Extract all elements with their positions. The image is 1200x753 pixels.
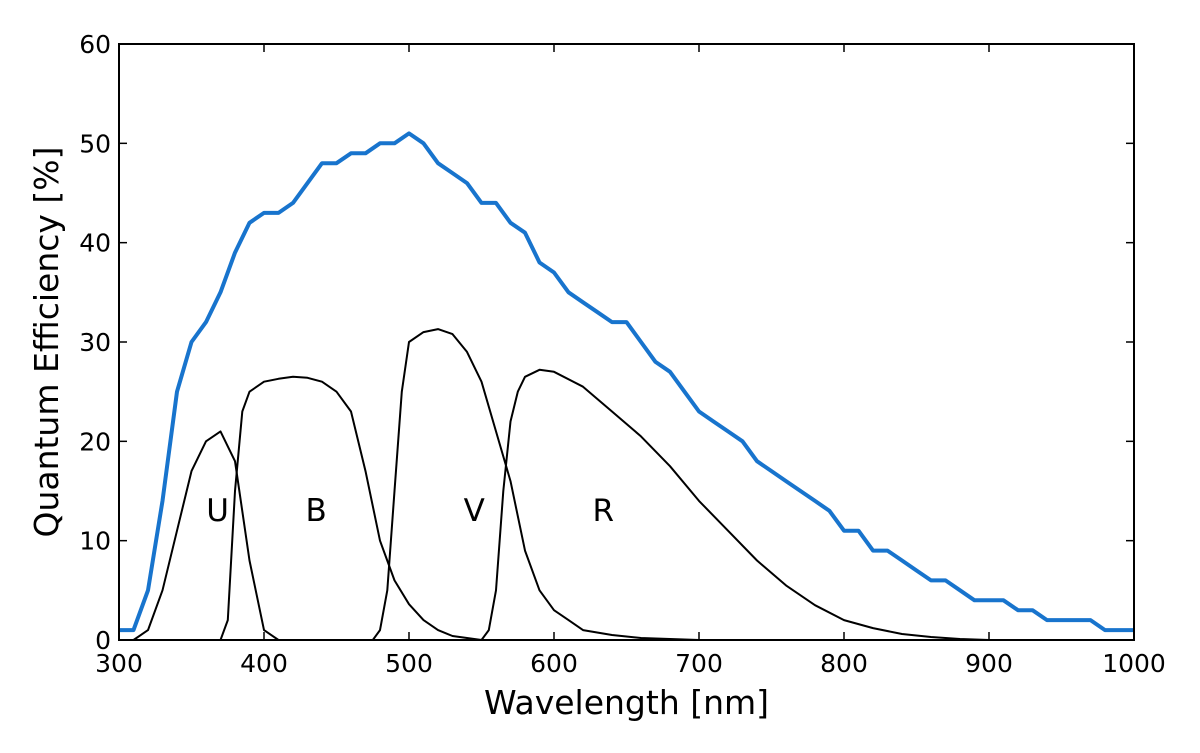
y-axis-label: Quantum Efficiency [%] [27,146,66,537]
qe-curve [119,131,1134,633]
x-tick-label: 900 [965,649,1013,678]
band-label-v: V [464,493,485,529]
band-label-r: R [593,493,615,529]
filter-curve-3 [480,368,990,641]
ticks-layer: 300 400 500 600 700 800 900 1000 0 10 20 30 40 50 60 [79,30,1166,678]
y-tick-label: 10 [79,527,111,556]
x-tick-label: 500 [385,649,433,678]
y-tick-label: 40 [79,229,111,258]
x-tick-label: 400 [240,649,288,678]
y-tick-label: 60 [79,30,111,59]
series-layer [119,131,1134,641]
band-label-b: B [306,493,327,529]
x-tick-label: 800 [820,649,868,678]
y-tick-label: 50 [79,129,111,158]
y-tick-label: 20 [79,427,111,456]
x-axis-label: Wavelength [nm] [484,683,769,722]
x-tick-label: 300 [95,649,143,678]
y-tick-label: 30 [79,328,111,357]
x-tick-label: 700 [675,649,723,678]
band-label-u: U [206,493,229,529]
filter-curve-1 [219,375,482,641]
plot-frame [118,43,1135,641]
x-tick-label: 1000 [1102,649,1166,678]
x-tick-label: 600 [530,649,578,678]
y-tick-label: 0 [95,626,111,655]
filter-curve-2 [371,328,700,641]
filter-curve-0 [119,430,280,641]
